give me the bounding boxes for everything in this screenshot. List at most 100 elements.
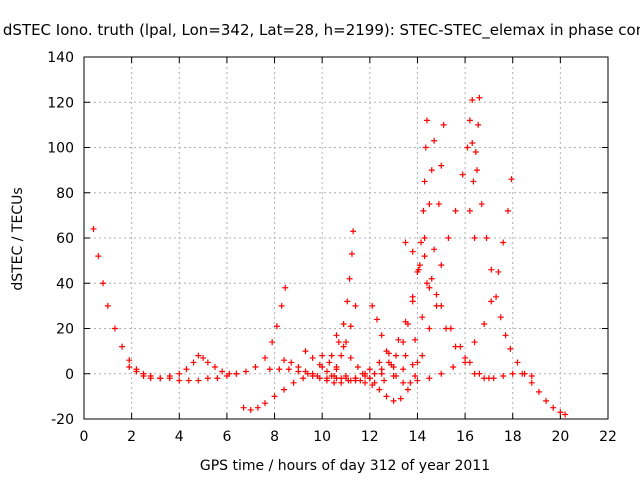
data-point	[426, 201, 433, 208]
data-point	[316, 375, 323, 382]
data-point	[400, 339, 407, 346]
data-point	[281, 386, 288, 393]
data-point	[252, 363, 259, 370]
data-point	[183, 366, 190, 373]
data-point	[204, 375, 211, 382]
data-point	[242, 368, 249, 375]
data-point	[328, 352, 335, 359]
data-point	[416, 262, 423, 269]
x-tick-label: 4	[175, 429, 184, 445]
data-point	[407, 379, 414, 386]
data-point	[528, 379, 535, 386]
data-point	[485, 375, 492, 382]
data-point	[393, 373, 400, 380]
data-series	[469, 139, 569, 418]
data-point	[176, 377, 183, 384]
data-point	[383, 393, 390, 400]
data-point	[190, 359, 197, 366]
data-series	[421, 253, 492, 382]
data-point	[507, 345, 514, 352]
x-axis-label: GPS time / hours of day 312 of year 2011	[200, 458, 490, 474]
x-tick-label: 10	[313, 429, 331, 445]
data-point	[316, 361, 323, 368]
data-point	[343, 339, 349, 346]
data-point	[378, 332, 385, 339]
data-point	[309, 354, 316, 361]
data-point	[452, 207, 459, 214]
data-point	[535, 388, 542, 395]
data-series	[369, 176, 515, 386]
data-point	[409, 248, 416, 255]
data-point	[295, 363, 302, 370]
data-point	[466, 359, 473, 366]
data-point	[412, 373, 419, 380]
data-point	[431, 137, 438, 144]
y-tick-label: 60	[56, 231, 74, 247]
data-point	[469, 96, 476, 103]
data-point	[371, 370, 378, 377]
data-point	[302, 348, 309, 355]
data-point	[509, 370, 516, 377]
data-point	[450, 363, 457, 370]
data-point	[409, 293, 416, 300]
data-point	[347, 354, 354, 361]
data-point	[226, 370, 233, 377]
data-point	[302, 368, 309, 375]
data-point	[476, 370, 483, 377]
data-point	[338, 375, 345, 382]
data-point	[470, 178, 477, 185]
data-point	[333, 332, 340, 339]
data-point	[366, 366, 373, 373]
chart-title: dSTEC Iono. truth (lpal, Lon=342, Lat=28…	[3, 21, 640, 40]
data-point	[111, 325, 118, 332]
data-point	[126, 357, 133, 364]
data-point	[409, 361, 416, 368]
data-point	[440, 121, 447, 128]
data-point	[543, 397, 550, 404]
data-point	[347, 323, 354, 330]
data-series	[466, 94, 483, 241]
data-point	[423, 280, 430, 287]
data-point	[431, 246, 438, 253]
data-point	[309, 373, 316, 380]
data-point	[466, 207, 473, 214]
data-point	[466, 117, 473, 124]
data-point	[419, 352, 426, 359]
data-point	[464, 144, 471, 151]
data-point	[369, 382, 376, 389]
data-point	[414, 377, 421, 384]
x-tick-label: 22	[599, 429, 617, 445]
data-series	[90, 225, 289, 384]
data-point	[233, 370, 240, 377]
data-point	[419, 314, 426, 321]
data-point	[157, 375, 164, 382]
data-point	[472, 149, 479, 156]
data-point	[423, 117, 430, 124]
data-point	[400, 366, 407, 373]
data-point	[185, 377, 192, 384]
data-point	[421, 178, 428, 185]
data-point	[343, 373, 349, 380]
x-tick-label: 20	[551, 429, 569, 445]
data-point	[502, 332, 509, 339]
data-point	[262, 354, 269, 361]
data-point	[362, 379, 369, 386]
x-tick-label: 16	[456, 429, 474, 445]
data-point	[400, 379, 407, 386]
data-point	[269, 339, 276, 346]
data-point	[352, 377, 359, 384]
data-series	[402, 239, 535, 382]
data-point	[415, 266, 422, 273]
data-point	[488, 266, 495, 273]
x-tick-label: 2	[127, 429, 136, 445]
data-point	[266, 366, 273, 373]
y-axis-label: dSTEC / TECUs	[10, 187, 26, 290]
data-point	[140, 373, 147, 380]
data-point	[126, 363, 133, 370]
data-point	[369, 302, 376, 309]
y-tick-label: 80	[56, 186, 74, 202]
data-point	[348, 250, 355, 257]
y-tick-label: -20	[51, 412, 74, 428]
data-point	[393, 352, 400, 359]
